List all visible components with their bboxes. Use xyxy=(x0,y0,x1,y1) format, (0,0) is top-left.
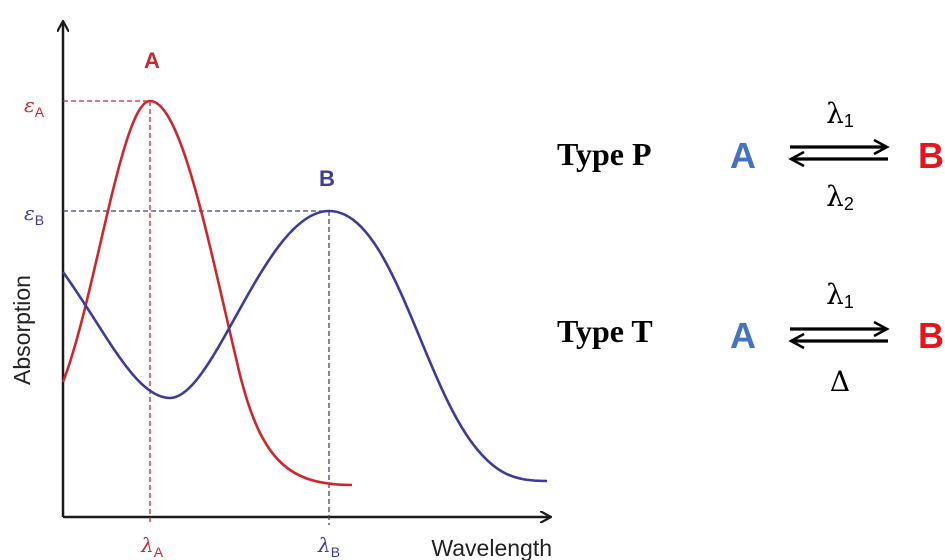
forward-condition: λ1 xyxy=(826,97,854,131)
absorption-spectrum-diagram: A B εA εB λA λB Absorption Wavelength xyxy=(9,0,552,560)
lambda-a-label: λA xyxy=(140,533,164,560)
curve-b xyxy=(61,209,548,483)
eps-b-label: εB xyxy=(24,201,44,228)
curve-b-label: B xyxy=(319,166,335,191)
y-axis-label: Absorption xyxy=(9,275,35,385)
curve-a-label: A xyxy=(144,48,160,73)
equilibrium-arrows xyxy=(788,320,890,350)
curve-a xyxy=(61,99,353,487)
species-a: A xyxy=(730,135,756,176)
lambda-b-label: λB xyxy=(317,533,340,560)
eps-a-label: εA xyxy=(24,93,45,120)
x-axis-label: Wavelength xyxy=(431,535,552,560)
reverse-condition: λ2 xyxy=(826,180,854,214)
species-b: B xyxy=(918,135,944,176)
reverse-condition: Δ xyxy=(829,365,851,398)
scheme-label: Type T xyxy=(557,313,653,349)
species-b: B xyxy=(918,315,944,356)
forward-condition: λ1 xyxy=(826,278,854,312)
species-a: A xyxy=(730,315,756,356)
scheme-label: Type P xyxy=(557,136,652,172)
equilibrium-arrows xyxy=(788,138,890,168)
